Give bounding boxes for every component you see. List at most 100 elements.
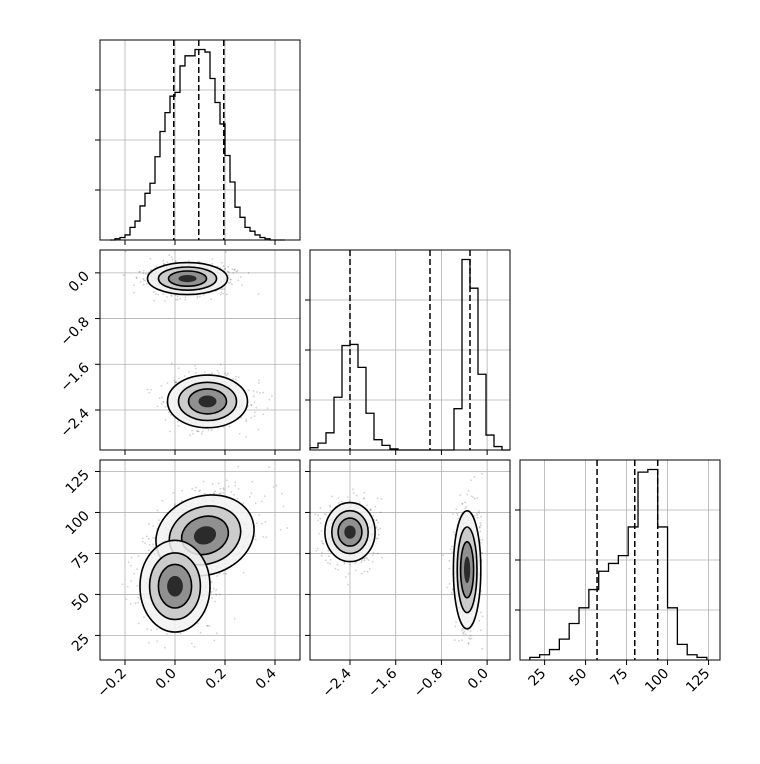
- scatter-point: [467, 642, 470, 644]
- scatter-point: [211, 596, 214, 599]
- scatter-point: [153, 299, 156, 302]
- scatter-point: [218, 572, 221, 575]
- scatter-point: [462, 631, 464, 634]
- scatter-point: [377, 528, 380, 531]
- scatter-point: [473, 514, 476, 517]
- scatter-point: [170, 294, 173, 297]
- scatter-point: [139, 280, 142, 283]
- scatter-point: [164, 405, 167, 408]
- scatter-point: [196, 296, 199, 299]
- scatter-point: [121, 583, 124, 586]
- scatter-point: [317, 519, 319, 522]
- scatter-point: [323, 513, 326, 515]
- scatter-point: [130, 565, 132, 567]
- scatter-point: [257, 382, 260, 384]
- scatter-point: [170, 295, 173, 298]
- scatter-point: [232, 378, 234, 380]
- hist3-xtick-label-0: 25: [525, 666, 549, 690]
- scatter-point: [317, 514, 319, 517]
- scatter-point: [262, 536, 265, 538]
- scatter-point: [266, 407, 269, 410]
- scatter-point: [214, 490, 217, 493]
- scatter-point: [452, 531, 455, 533]
- scatter-point: [173, 379, 176, 382]
- scatter-point: [175, 381, 177, 384]
- scatter-point: [320, 522, 322, 524]
- scatter-point: [469, 634, 472, 637]
- scatter-point: [451, 551, 453, 553]
- scatter-point: [211, 372, 214, 375]
- scatter-point: [195, 367, 197, 370]
- scatter-point: [177, 421, 179, 423]
- scatter-point: [136, 585, 139, 587]
- scatter-point: [314, 513, 317, 516]
- scatter-point: [352, 492, 355, 494]
- scatter-point: [322, 543, 325, 545]
- scatter-point: [467, 629, 469, 632]
- scatter-point: [222, 487, 225, 490]
- scatter-point: [137, 555, 140, 557]
- scatter-point: [479, 541, 482, 544]
- density23-xtick-label-0: −2.4: [319, 665, 354, 700]
- scatter-point: [381, 556, 383, 559]
- density23-xtick-label-2: −0.8: [411, 666, 446, 701]
- scatter-point: [207, 429, 210, 432]
- scatter-point: [230, 490, 233, 493]
- scatter-point: [328, 555, 330, 557]
- scatter-point: [320, 530, 323, 532]
- scatter-point: [135, 277, 138, 280]
- density23-contour-0-3: [344, 525, 356, 539]
- scatter-point: [133, 284, 136, 287]
- scatter-point: [479, 522, 482, 524]
- scatter-point: [372, 514, 375, 517]
- scatter-point: [250, 403, 253, 406]
- scatter-point: [370, 509, 372, 511]
- scatter-point: [236, 269, 239, 272]
- scatter-point: [193, 646, 196, 648]
- scatter-point: [286, 527, 289, 529]
- scatter-point: [152, 291, 155, 293]
- scatter-point: [195, 371, 197, 374]
- scatter-point: [247, 272, 250, 274]
- density23-contour-1-3: [464, 556, 471, 584]
- scatter-point: [236, 497, 239, 500]
- scatter-point: [234, 268, 236, 271]
- scatter-point: [375, 526, 378, 528]
- scatter-point: [227, 266, 230, 268]
- scatter-point: [137, 601, 140, 604]
- scatter-point: [228, 425, 231, 428]
- scatter-point: [245, 418, 248, 421]
- density13-xtick-label-2: 0.2: [203, 666, 230, 693]
- scatter-point: [222, 265, 225, 268]
- scatter-point: [461, 627, 464, 630]
- scatter-point: [147, 549, 150, 552]
- scatter-point: [455, 621, 457, 623]
- scatter-point: [338, 502, 340, 504]
- scatter-point: [374, 505, 377, 508]
- scatter-point: [146, 628, 148, 631]
- scatter-point: [196, 430, 198, 432]
- scatter-point: [206, 624, 209, 627]
- scatter-point: [142, 277, 145, 280]
- scatter-point: [231, 283, 233, 285]
- scatter-point: [198, 490, 201, 493]
- scatter-point: [220, 291, 223, 294]
- scatter-point: [369, 508, 372, 510]
- scatter-point: [210, 581, 213, 583]
- scatter-point: [325, 513, 328, 516]
- scatter-point: [178, 377, 180, 380]
- scatter-point: [233, 269, 236, 271]
- density13-xtick-label-3: 0.4: [253, 665, 280, 692]
- scatter-point: [476, 514, 479, 517]
- hist3-step-outline: [529, 468, 708, 660]
- scatter-point: [197, 430, 199, 432]
- scatter-point: [241, 284, 243, 286]
- scatter-point: [170, 256, 173, 259]
- scatter-point: [170, 414, 173, 416]
- scatter-point: [453, 639, 456, 641]
- scatter-point: [227, 276, 230, 279]
- scatter-point: [456, 512, 458, 515]
- scatter-point: [208, 625, 211, 627]
- scatter-point: [142, 269, 145, 272]
- scatter-point: [189, 434, 192, 437]
